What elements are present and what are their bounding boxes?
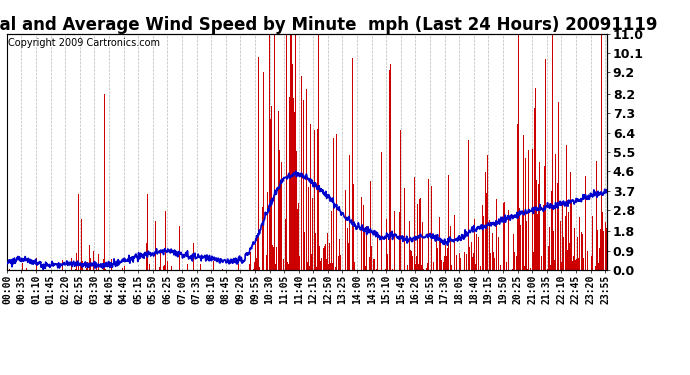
Text: Copyright 2009 Cartronics.com: Copyright 2009 Cartronics.com bbox=[8, 39, 160, 48]
Title: Actual and Average Wind Speed by Minute  mph (Last 24 Hours) 20091119: Actual and Average Wind Speed by Minute … bbox=[0, 16, 658, 34]
